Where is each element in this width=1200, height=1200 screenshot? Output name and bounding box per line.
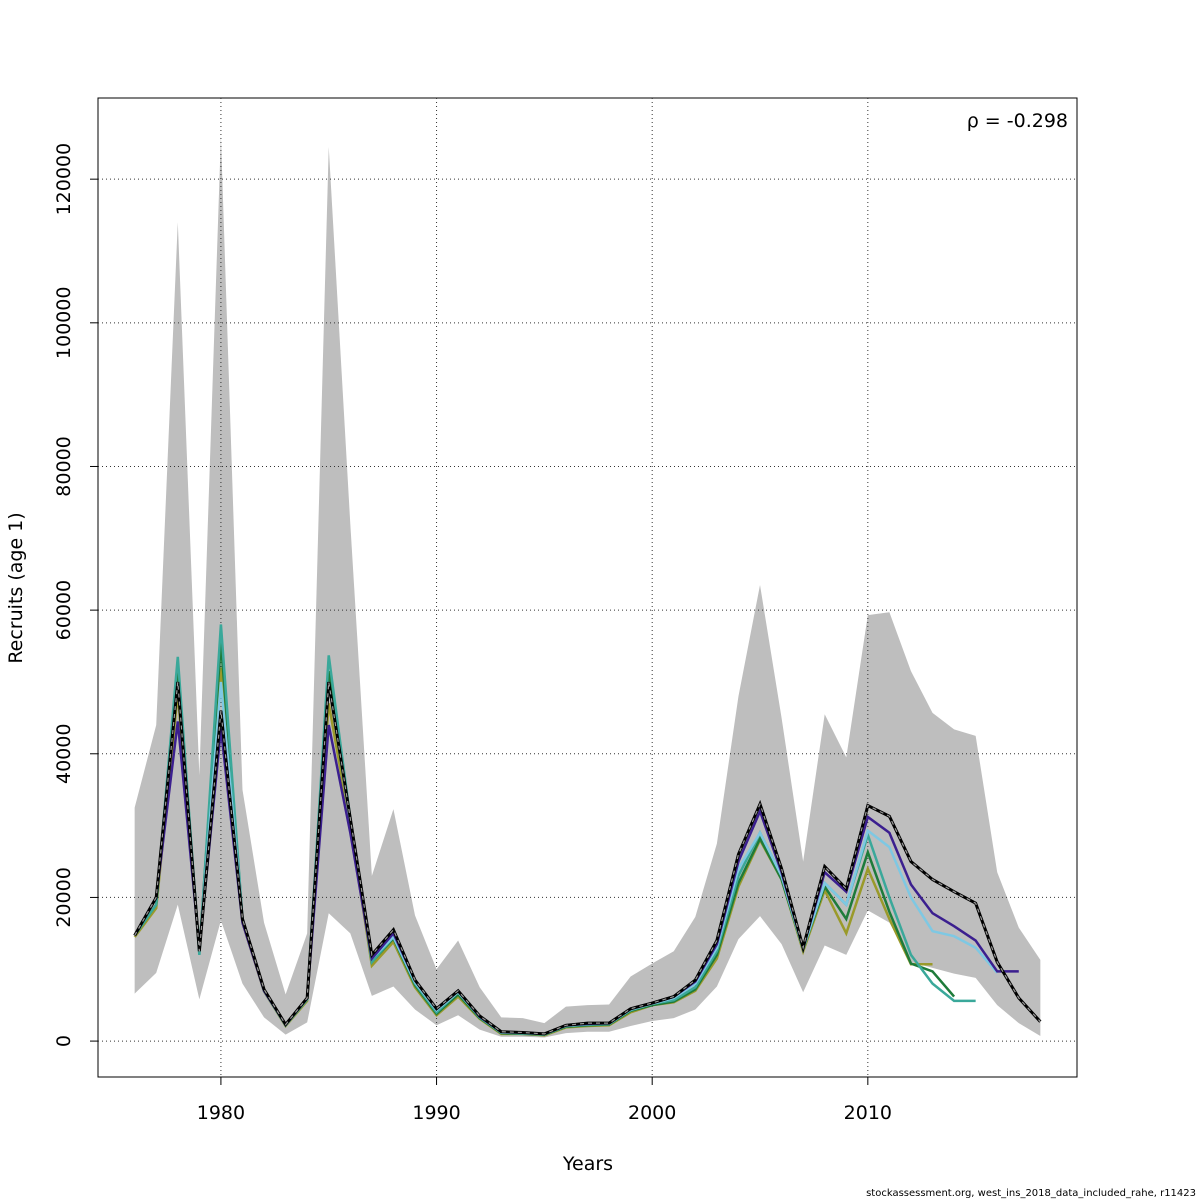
plot-frame bbox=[97, 97, 1078, 1078]
series-line bbox=[134, 681, 1041, 1035]
confidence-band bbox=[134, 136, 1041, 1038]
y-axis-label: Recruits (age 1) bbox=[5, 512, 27, 663]
y-tick-label: 40000 bbox=[53, 724, 75, 784]
x-tick-label: 2000 bbox=[628, 1102, 676, 1124]
footer: stockassessment.org, west_ins_2018_data_… bbox=[866, 1188, 1196, 1199]
y-tick-label: 120000 bbox=[53, 143, 75, 216]
x-tick-label: 1980 bbox=[197, 1102, 245, 1124]
y-tick-label: 80000 bbox=[53, 436, 75, 496]
y-tick-label: 60000 bbox=[53, 580, 75, 640]
x-axis-label: Years bbox=[562, 1153, 613, 1175]
y-tick-label: 0 bbox=[53, 1035, 75, 1047]
x-tick-label: 2010 bbox=[844, 1102, 892, 1124]
x-tick-label: 1990 bbox=[412, 1102, 460, 1124]
y-tick-label: 20000 bbox=[53, 867, 75, 927]
y-tick-label: 100000 bbox=[53, 287, 75, 360]
annotation: ρ = -0.298 bbox=[967, 110, 1068, 132]
